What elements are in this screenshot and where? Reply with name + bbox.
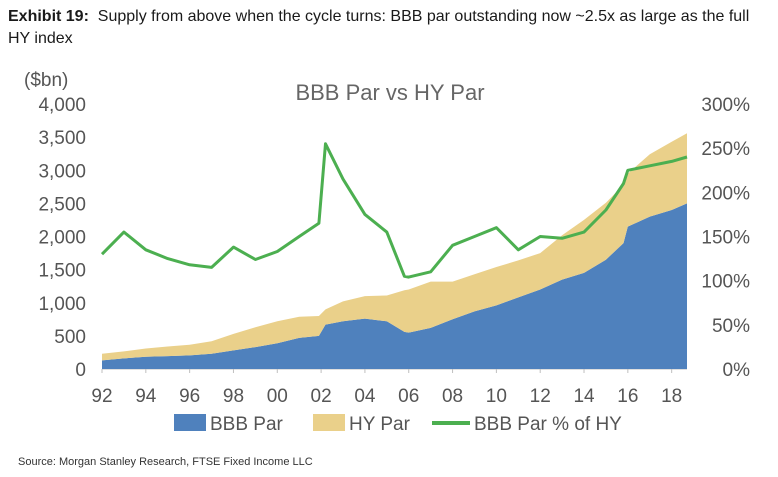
bbb-par-pct-of-hy-line — [100, 142, 688, 279]
x-tick-label: 94 — [135, 386, 157, 407]
legend: BBB Par HY Par BBB Par % of HY — [174, 414, 622, 435]
x-tick-label: 16 — [617, 386, 638, 407]
y-tick-label: 2,500 — [38, 194, 86, 215]
axis-lines — [101, 368, 687, 373]
area-series — [102, 133, 687, 369]
hy-par-area — [102, 133, 687, 361]
chart-title: BBB Par vs HY Par — [295, 80, 484, 105]
x-tick-label: 92 — [91, 386, 112, 407]
legend-label-bbb-pct-of-hy: BBB Par % of HY — [474, 414, 622, 435]
x-tick-label: 10 — [486, 386, 507, 407]
y-tick-label: 1,000 — [38, 294, 86, 315]
x-tick-label: 14 — [573, 386, 595, 407]
y-axis-label: ($bn) — [24, 70, 68, 91]
y2-tick-label: 300% — [701, 95, 750, 116]
exhibit-label: Exhibit 19: — [8, 8, 89, 25]
line-series — [100, 142, 688, 279]
x-tick-label: 04 — [354, 386, 376, 407]
legend-swatch-hy-par — [313, 414, 345, 431]
y-tick-label: 4,000 — [38, 95, 86, 116]
x-tick-label: 06 — [398, 386, 419, 407]
y2-tick-label: 100% — [701, 272, 750, 293]
exhibit-title-text: Supply from above when the cycle turns: … — [8, 8, 750, 47]
x-tick-label: 18 — [661, 386, 682, 407]
y-tick-label: 0 — [75, 360, 86, 381]
y2-tick-label: 0% — [723, 360, 751, 381]
x-tick-label: 08 — [442, 386, 463, 407]
legend-label-hy-par: HY Par — [349, 414, 411, 435]
x-tick-label: 00 — [267, 386, 288, 407]
x-tick-label: 98 — [223, 386, 244, 407]
y-tick-label: 1,500 — [38, 261, 86, 282]
y2-tick-label: 200% — [701, 183, 750, 204]
y-tick-label: 3,000 — [38, 161, 86, 182]
legend-swatch-bbb-par — [174, 414, 206, 431]
y-tick-label: 500 — [54, 327, 86, 348]
x-tick-label: 02 — [311, 386, 332, 407]
exhibit-title: Exhibit 19: Supply from above when the c… — [8, 6, 768, 50]
y-tick-label: 3,500 — [38, 128, 86, 149]
y2-tick-label: 50% — [712, 316, 750, 337]
bbb-par-area — [102, 203, 687, 369]
legend-label-bbb-par: BBB Par — [210, 414, 284, 435]
x-tick-label: 96 — [179, 386, 200, 407]
y2-tick-label: 250% — [701, 139, 750, 160]
x-tick-label: 12 — [530, 386, 551, 407]
y-tick-label: 2,000 — [38, 228, 86, 249]
source-note: Source: Morgan Stanley Research, FTSE Fi… — [18, 456, 313, 468]
y2-tick-label: 150% — [701, 228, 750, 249]
tick-labels: 0 500 1,000 1,500 2,000 2,500 3,000 3,500 4,000 0… — [38, 95, 750, 407]
